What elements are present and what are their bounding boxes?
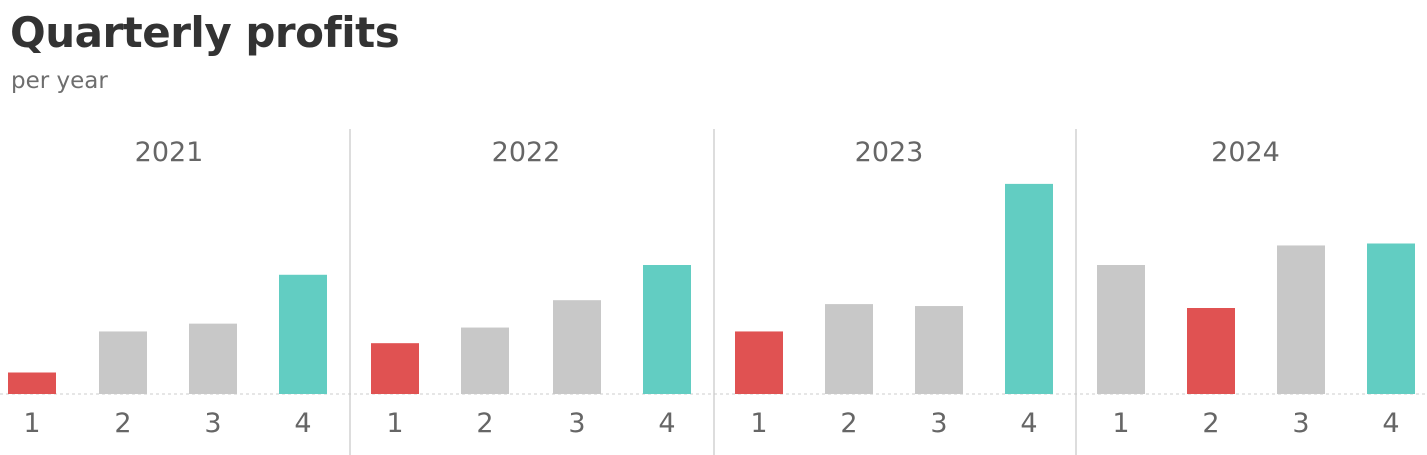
bar-2024-q2 — [1187, 308, 1235, 394]
quarter-tick-label: 4 — [1382, 408, 1399, 439]
year-panel-label: 2021 — [135, 137, 204, 168]
bar-2022-q2 — [461, 327, 509, 394]
bar-2021-q4 — [279, 274, 327, 394]
quarter-tick-label: 4 — [1020, 408, 1037, 439]
bar-2022-q4 — [643, 265, 691, 394]
bar-2023-q2 — [825, 304, 873, 394]
quarter-tick-label: 2 — [476, 408, 493, 439]
quarter-tick-label: 4 — [294, 408, 311, 439]
year-panel-label: 2024 — [1211, 137, 1280, 168]
bar-2022-q3 — [553, 300, 601, 394]
quarter-tick-label: 1 — [386, 408, 403, 439]
bar-2024-q1 — [1097, 265, 1145, 394]
bar-2024-q4 — [1367, 243, 1415, 394]
quarter-tick-label: 2 — [114, 408, 131, 439]
quarter-tick-label: 3 — [1292, 408, 1309, 439]
quarter-tick-label: 1 — [750, 408, 767, 439]
bar-2023-q3 — [915, 306, 963, 394]
bar-2021-q3 — [189, 323, 237, 394]
bar-2023-q4 — [1005, 183, 1053, 394]
year-panel-label: 2023 — [855, 137, 924, 168]
quarter-tick-label: 4 — [658, 408, 675, 439]
chart-subtitle: per year — [11, 68, 108, 94]
year-panel-label: 2022 — [492, 137, 561, 168]
bar-2021-q2 — [99, 331, 147, 394]
quarter-tick-label: 1 — [1112, 408, 1129, 439]
quarter-tick-label: 3 — [568, 408, 585, 439]
bar-2021-q1 — [8, 372, 56, 394]
chart-title: Quarterly profits — [10, 8, 400, 57]
bar-2023-q1 — [735, 331, 783, 394]
quarter-tick-label: 1 — [23, 408, 40, 439]
quarter-tick-label: 2 — [840, 408, 857, 439]
quarter-tick-label: 2 — [1202, 408, 1219, 439]
quarter-tick-label: 3 — [930, 408, 947, 439]
bar-2024-q3 — [1277, 245, 1325, 394]
quarter-tick-label: 3 — [204, 408, 221, 439]
bar-2022-q1 — [371, 343, 419, 394]
